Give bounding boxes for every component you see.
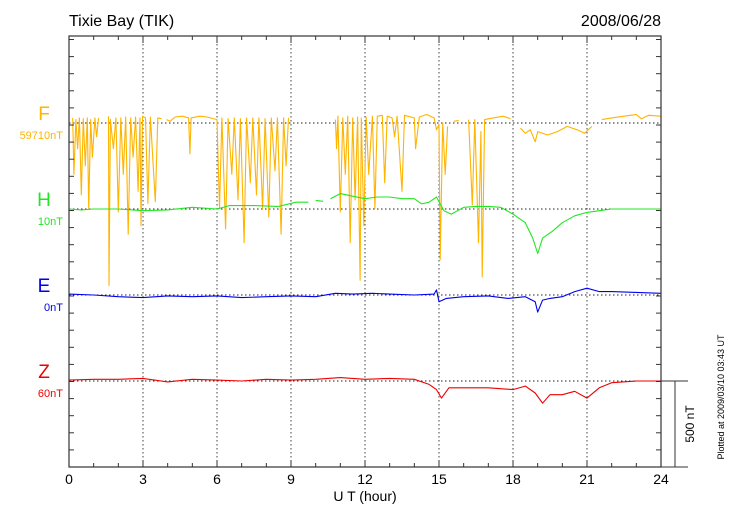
plotted-note: Plotted at 2009/03/10 03:43 UT [716, 334, 726, 460]
component-offset-h: 10nT [38, 216, 63, 228]
component-name-h: H [37, 190, 51, 211]
scale-bar-label: 500 nT [683, 405, 697, 443]
x-tick-label: 18 [505, 471, 521, 487]
x-tick-label: 15 [431, 471, 447, 487]
x-tick-label: 0 [65, 471, 73, 487]
component-offset-z: 60nT [38, 388, 63, 400]
plot-frame [68, 35, 662, 468]
trace-e [68, 287, 662, 313]
trace-h [68, 193, 661, 255]
traces [68, 113, 662, 404]
x-tick-label: 12 [357, 471, 373, 487]
x-axis-label: U T (hour) [333, 488, 396, 504]
trace-f [72, 113, 662, 287]
chart-date: 2008/06/28 [581, 13, 661, 30]
x-tick-label: 24 [653, 471, 669, 487]
x-tick-label: 6 [213, 471, 221, 487]
x-tick-label: 9 [287, 471, 295, 487]
component-offset-e: 0nT [44, 302, 63, 314]
x-tick-label: 21 [579, 471, 595, 487]
trace-z [68, 377, 661, 404]
component-name-z: Z [38, 362, 50, 383]
x-tick-label: 3 [139, 471, 147, 487]
component-name-f: F [38, 104, 50, 125]
component-offset-f: 59710nT [20, 130, 64, 142]
grid [69, 36, 661, 467]
component-name-e: E [38, 276, 51, 297]
chart-title: Tixie Bay (TIK) [69, 13, 174, 30]
axes: 0 3 6 9 12 15 18 21 24 [65, 35, 688, 487]
component-labels: F 59710nT H 10nT E 0nT Z 60nT [20, 104, 64, 400]
